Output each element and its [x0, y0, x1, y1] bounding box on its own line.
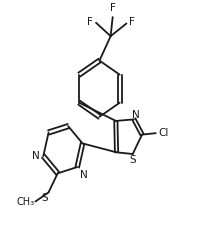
Text: F: F [129, 17, 135, 27]
Text: S: S [41, 193, 47, 203]
Text: S: S [129, 155, 136, 165]
Text: F: F [87, 17, 93, 27]
Text: N: N [32, 151, 40, 161]
Text: N: N [132, 110, 139, 120]
Text: N: N [79, 170, 87, 180]
Text: F: F [109, 3, 115, 13]
Text: Cl: Cl [157, 128, 168, 138]
Text: CH₃: CH₃ [16, 196, 34, 207]
